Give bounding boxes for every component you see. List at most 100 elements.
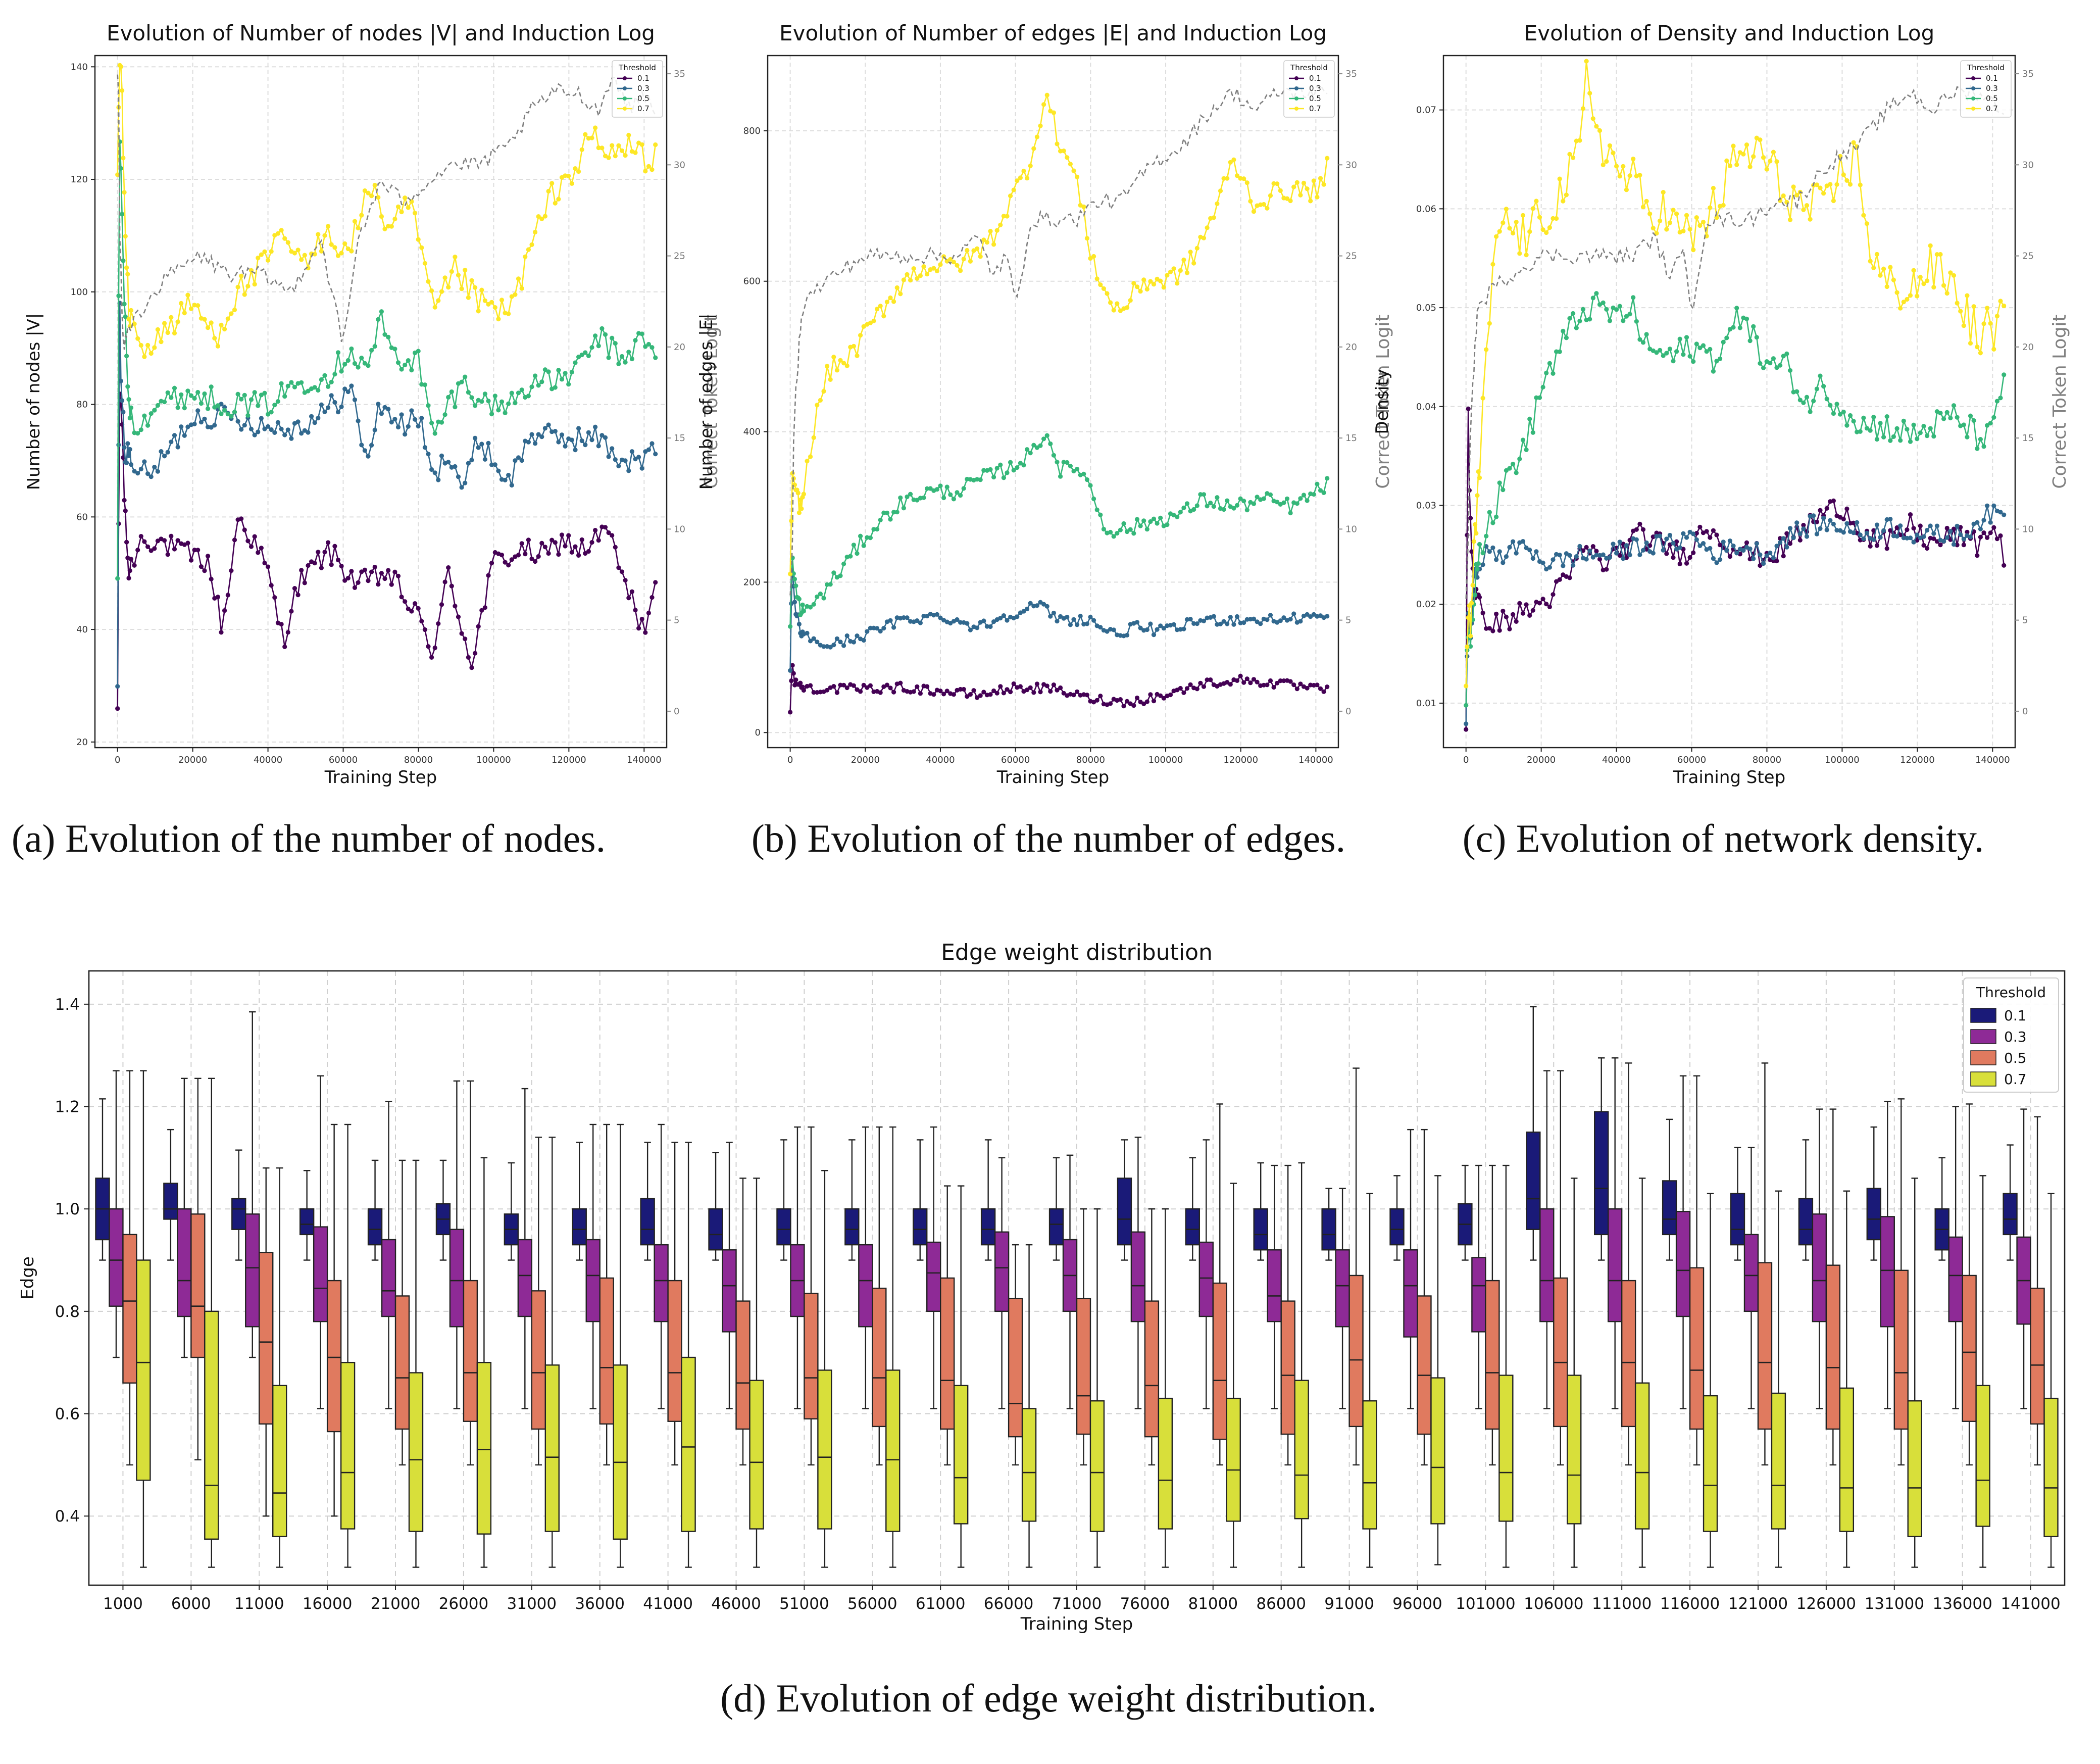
series-point-05 [1065, 460, 1070, 465]
series-point-03 [1308, 614, 1313, 619]
y-tick-label: 0.06 [1416, 204, 1436, 214]
series-point-05 [1534, 395, 1539, 400]
series-point-07 [215, 344, 220, 349]
box-07 [1771, 1392, 1786, 1530]
series-point-05 [1838, 412, 1843, 417]
series-point-05 [934, 487, 939, 492]
series-point-03 [991, 619, 996, 624]
series-point-07 [1801, 207, 1806, 212]
series-point-03 [1734, 551, 1739, 556]
series-point-03 [1480, 562, 1485, 567]
series-point-03 [1034, 603, 1039, 608]
series-point-07 [1540, 227, 1545, 232]
series-point-05 [1831, 411, 1836, 416]
series-point-05 [1165, 522, 1170, 527]
series-point-07 [1261, 202, 1266, 207]
series-point-03 [503, 477, 508, 483]
series-point-07 [1627, 173, 1632, 178]
legend-swatch-marker [623, 96, 627, 101]
series-point-07 [1178, 268, 1183, 273]
series-point-03 [1781, 536, 1786, 541]
series-point-01 [128, 557, 134, 562]
box-01 [1117, 1178, 1132, 1246]
series-point-01 [162, 538, 167, 543]
series-point-07 [1231, 157, 1236, 162]
x-tick-label: 60000 [1677, 755, 1706, 765]
series-point-07 [1747, 164, 1753, 169]
box-03 [1130, 1231, 1146, 1322]
series-point-05 [1664, 351, 1669, 356]
series-point-05 [811, 602, 816, 607]
series-point-01 [1831, 498, 1836, 504]
series-point-07 [934, 268, 939, 274]
x-tick-label: 66000 [984, 1595, 1034, 1613]
y-tick-label: 0.05 [1416, 303, 1436, 313]
series-point-05 [925, 486, 930, 491]
series-point-01 [459, 631, 464, 636]
series-point-01 [1797, 537, 1803, 543]
series-point-01 [556, 552, 561, 557]
series-point-05 [1031, 443, 1036, 448]
series-point-07 [955, 263, 960, 268]
series-point-07 [1671, 208, 1676, 213]
series-point-01 [526, 537, 531, 543]
box-03 [722, 1249, 737, 1333]
series-point-05 [1058, 474, 1063, 479]
y2-tick-label: 5 [2022, 615, 2028, 626]
series-point-07 [1098, 282, 1103, 287]
series-point-05 [285, 383, 290, 388]
series-point-07 [1527, 229, 1532, 234]
series-point-03 [576, 426, 581, 431]
series-point-07 [1480, 396, 1485, 401]
box-01 [1321, 1208, 1336, 1251]
y2-tick-label: 35 [674, 69, 685, 79]
series-point-03 [1084, 621, 1089, 626]
series-point-05 [1301, 493, 1307, 498]
series-point-07 [1497, 229, 1502, 234]
series-point-07 [1091, 254, 1096, 259]
series-point-01 [409, 609, 414, 614]
series-point-07 [884, 300, 889, 305]
series-point-07 [1466, 615, 1471, 620]
series-point-03 [182, 433, 187, 438]
series-point-05 [868, 535, 873, 541]
series-point-05 [1824, 397, 1829, 402]
panel-a-nodes-chart: 0 20000 40000 60000 80000 100000 120000 1400002… [24, 21, 722, 788]
series-point-01 [1567, 575, 1572, 580]
series-point-05 [225, 412, 230, 417]
series-point-05 [1968, 413, 1973, 418]
series-point-07 [229, 311, 234, 316]
series-point-01 [1255, 679, 1260, 684]
series-point-05 [175, 405, 180, 410]
series-point-05 [345, 358, 351, 363]
series-point-07 [329, 242, 334, 247]
series-point-05 [1038, 443, 1043, 448]
series-point-07 [1731, 143, 1736, 149]
series-point-05 [891, 510, 896, 515]
series-point-07 [175, 319, 180, 324]
series-point-03 [1231, 622, 1236, 627]
x-tick-label: 0 [787, 755, 793, 765]
series-point-05 [948, 492, 953, 497]
series-point-03 [1171, 622, 1176, 627]
series-point-03 [1644, 540, 1649, 546]
series-point-03 [1325, 614, 1330, 619]
series-point-01 [222, 608, 227, 613]
series-point-07 [389, 224, 394, 229]
series-point-07 [145, 342, 151, 348]
series-point-07 [536, 214, 541, 219]
series-point-05 [1847, 413, 1853, 418]
legend-swatch-marker [623, 86, 627, 90]
series-point-01 [931, 692, 936, 697]
series-point-07 [1821, 191, 1826, 196]
series-point-01 [386, 568, 391, 573]
series-point-01 [1490, 628, 1495, 633]
legend-box [1283, 60, 1335, 118]
series-point-03 [1731, 544, 1736, 549]
y2-tick-label: 20 [1345, 342, 1357, 353]
series-point-03 [1151, 632, 1157, 638]
series-point-03 [536, 432, 541, 437]
series-point-03 [821, 644, 826, 649]
box-07 [408, 1372, 424, 1532]
series-point-05 [306, 388, 311, 394]
